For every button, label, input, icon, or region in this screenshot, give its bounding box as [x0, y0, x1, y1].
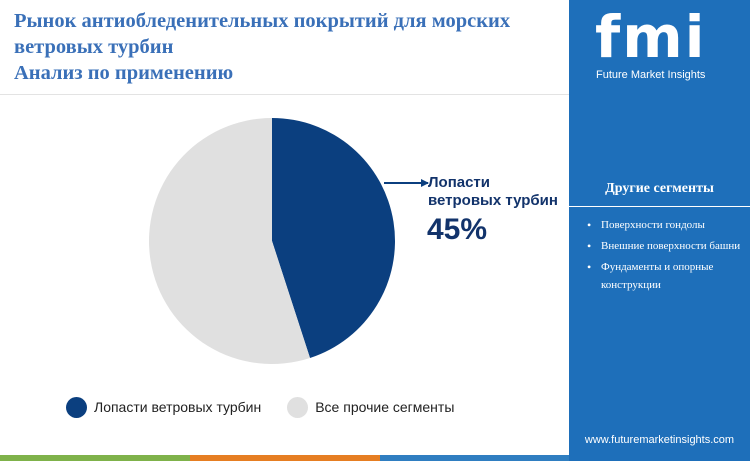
fmi-logo: fmi Future Market Insights [569, 6, 750, 86]
callout-label: Лопасти ветровых турбин [428, 174, 558, 210]
legend-item-other: Все прочие сегменты [287, 396, 455, 418]
pie-chart [148, 118, 429, 364]
callout-label-line-1: Лопасти [428, 174, 490, 191]
logo-letters: fmi [595, 3, 707, 71]
bottom-accent-blue [380, 455, 570, 461]
callout-value: 45% [427, 213, 488, 246]
legend-item-blades: Лопасти ветровых турбин [66, 396, 262, 418]
panel-divider [569, 206, 750, 207]
callout-label-line-2: ветровых турбин [428, 192, 558, 209]
website-url: www.futuremarketinsights.com [584, 434, 735, 446]
chart-area [0, 96, 569, 452]
pie-slices [148, 118, 395, 364]
legend-swatch-blades [66, 396, 87, 418]
chart-title-line-3: Анализ по применению [14, 62, 234, 84]
logo-tagline: Future Market Insights [596, 69, 706, 81]
legend-label-blades: Лопасти ветровых турбин [94, 399, 262, 415]
bottom-accent-green [0, 455, 190, 461]
list-item: Внешние поверхности башни [587, 237, 747, 255]
pie-slice-other [148, 118, 311, 364]
legend-swatch-other [287, 396, 309, 418]
list-item: Поверхности гондолы [587, 216, 747, 234]
bottom-accent-orange [190, 455, 380, 461]
list-item: Фундаменты и опорные конструкции [587, 258, 747, 294]
other-segments-list: Поверхности гондолы Внешние поверхности … [587, 216, 747, 297]
chart-title: Рынок антиобледенительных покрытий для м… [14, 8, 564, 86]
sidebar: fmi Future Market Insights Другие сегмен… [569, 0, 750, 461]
chart-header: Рынок антиобледенительных покрытий для м… [0, 0, 569, 95]
pie-slice-blades [272, 118, 395, 358]
other-segments-title: Другие сегменты [605, 181, 714, 196]
chart-title-line-1: Рынок антиобледенительных покрытий для м… [14, 10, 511, 32]
legend: Лопасти ветровых турбин Все прочие сегме… [66, 395, 480, 419]
chart-title-line-2: ветровых турбин [14, 36, 174, 58]
legend-label-other: Все прочие сегменты [315, 399, 455, 415]
